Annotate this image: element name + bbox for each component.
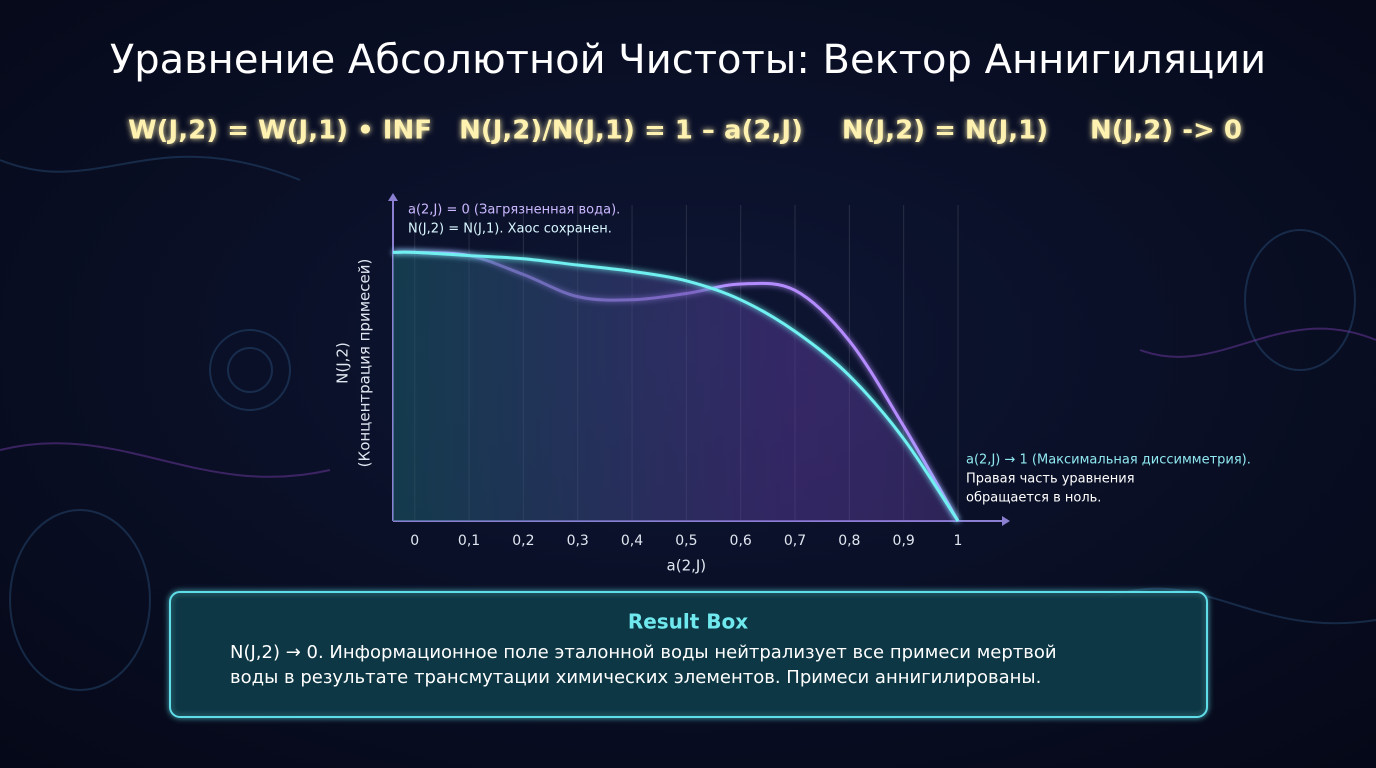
equations: W(J,2) = W(J,1) • INF N(J,2)/N(J,1) = 1 –… xyxy=(128,116,1242,146)
x-tick-label: 0,9 xyxy=(893,533,915,549)
x-tick-label: 0,4 xyxy=(621,533,643,549)
result-line: воды в результате трансмутации химически… xyxy=(230,667,1041,688)
equation: N(J,2) -> 0 xyxy=(1090,116,1242,146)
annotation: N(J,2) = N(J,1). Хаос сохранен. xyxy=(408,222,612,237)
x-tick-label: 0,8 xyxy=(838,533,860,549)
x-tick-label: 0,2 xyxy=(512,533,534,549)
result-line: N(J,2) → 0. Информационное поле эталонно… xyxy=(230,642,1057,663)
result-title: Result Box xyxy=(628,610,748,634)
x-tick-label: 0,3 xyxy=(567,533,589,549)
annotation: a(2,J) = 0 (Загрязненная вода). xyxy=(408,203,620,218)
x-axis-label: a(2,J) xyxy=(667,557,707,575)
result-box xyxy=(169,591,1208,718)
axis-arrow xyxy=(1002,516,1010,526)
axis-arrow xyxy=(388,193,398,201)
area xyxy=(393,252,958,521)
x-tick-label: 0,7 xyxy=(784,533,806,549)
title: Уравнение Абсолютной Чистоты: Вектор Анн… xyxy=(110,37,1266,83)
y-axis-label: (Концентрация примесей) xyxy=(356,259,374,468)
annotation: a(2,J) → 1 (Максимальная диссимметрия). xyxy=(966,453,1251,468)
equation: N(J,2) = N(J,1) xyxy=(842,116,1048,146)
x-tick-label: 1 xyxy=(954,533,963,549)
x-tick-label: 0 xyxy=(410,533,419,549)
result-body: N(J,2) → 0. Информационное поле эталонно… xyxy=(230,642,1057,688)
series-line xyxy=(392,250,960,522)
annotation: Правая часть уравнения xyxy=(966,472,1135,487)
y-axis-label: N(J,2) xyxy=(334,342,352,384)
decor xyxy=(0,155,1376,691)
equation: W(J,2) = W(J,1) • INF xyxy=(128,116,432,146)
chart: 0 0,1 0,2 0,3 0,4 0,5 0,6 0,7 0,8 0,9 1 a(2,J) N(J,2… xyxy=(334,193,1251,575)
x-tick-label: 0,6 xyxy=(730,533,752,549)
equation: N(J,2)/N(J,1) = 1 – a(2,J) xyxy=(459,116,803,146)
x-tick-label: 0,1 xyxy=(458,533,480,549)
annotation: обращается в ноль. xyxy=(966,491,1101,506)
x-tick-label: 0,5 xyxy=(675,533,697,549)
